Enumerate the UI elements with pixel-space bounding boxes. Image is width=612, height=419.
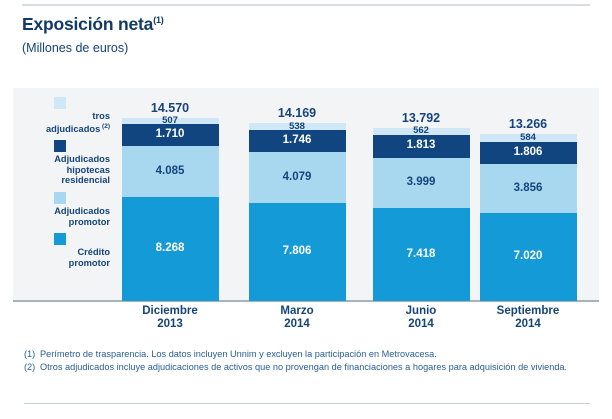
bar-segment-adjudicados-promotor[interactable]: 4.085 bbox=[121, 145, 219, 198]
bar-segment-value: 3.999 bbox=[406, 175, 436, 188]
legend-item-adjudicados-hipotecas-residencial: Adjudicados hipotecas residencial bbox=[0, 140, 118, 186]
bar-segment-adjudicados-hipotecas-residencial[interactable]: 1.806 bbox=[479, 141, 577, 165]
legend-item-adjudicados-promotor: Adjudicados promotor bbox=[0, 192, 118, 227]
bar-segment-otros-adjudicados[interactable]: 538 bbox=[248, 120, 346, 132]
footnote-text: Perímetro de trasparencia. Los datos inc… bbox=[40, 349, 437, 359]
bar-total-label: 14.169 bbox=[277, 105, 317, 120]
bar-segment-value: 1.746 bbox=[282, 133, 312, 146]
bar-segment-credito-promotor[interactable]: 7.806 bbox=[248, 202, 346, 301]
bar-segment-credito-promotor[interactable]: 7.020 bbox=[479, 212, 577, 301]
bar-segment-value: 4.085 bbox=[155, 164, 185, 177]
top-divider bbox=[22, 4, 590, 6]
bar-group[interactable]: 14.169 538 1.746 4.079 7.806 bbox=[248, 106, 346, 301]
bar-total-label: 13.792 bbox=[401, 110, 441, 125]
footnotes: (1) Perímetro de trasparencia. Los datos … bbox=[24, 348, 600, 375]
legend-label-otros-adjudicados: tros adjudicados (2) bbox=[46, 111, 110, 134]
bar-segment-value: 4.079 bbox=[282, 170, 312, 183]
x-axis-label: Marzo 2014 bbox=[280, 305, 314, 330]
bar-total-label: 13.266 bbox=[508, 117, 548, 132]
legend-swatch-adjudicados-promotor bbox=[54, 192, 66, 205]
bar-segment-adjudicados-hipotecas-residencial[interactable]: 1.710 bbox=[121, 124, 219, 146]
bottom-divider bbox=[24, 403, 590, 405]
chart-legend: tros adjudicados (2) Adjudicados hipoteca… bbox=[0, 97, 118, 274]
bar-segment-value: 507 bbox=[162, 115, 178, 127]
x-axis-label: Junio 2014 bbox=[405, 305, 437, 330]
legend-superscript-otros-adjudicados: (2) bbox=[100, 122, 110, 130]
bar-segment-adjudicados-hipotecas-residencial[interactable]: 1.813 bbox=[372, 134, 470, 158]
bar-segment-value: 1.806 bbox=[513, 146, 543, 159]
bar-segment-adjudicados-promotor[interactable]: 3.999 bbox=[372, 157, 470, 208]
legend-label-adjudicados-hipotecas-residencial: Adjudicados hipotecas residencial bbox=[54, 154, 110, 186]
bar-group[interactable]: 13.266 584 1.806 3.856 7.020 bbox=[479, 117, 577, 301]
footnote-2: (2) Otros adjudicados incluye adjudicacio… bbox=[24, 361, 600, 373]
x-axis-label: Diciembre 2013 bbox=[142, 305, 198, 330]
bar-segment-otros-adjudicados[interactable]: 584 bbox=[479, 132, 577, 144]
page-title-superscript: (1) bbox=[153, 15, 164, 26]
bar-segment-otros-adjudicados[interactable]: 507 bbox=[121, 115, 219, 127]
footnote-marker: (2) bbox=[24, 362, 36, 373]
bar-segment-value: 584 bbox=[520, 132, 536, 144]
bar-segment-adjudicados-hipotecas-residencial[interactable]: 1.746 bbox=[248, 129, 346, 152]
bar-segment-value: 562 bbox=[413, 125, 429, 137]
legend-swatch-adjudicados-hipotecas-residencial bbox=[54, 140, 66, 153]
bar-segment-adjudicados-promotor[interactable]: 3.856 bbox=[479, 164, 577, 213]
bar-segment-value: 1.813 bbox=[406, 139, 436, 152]
bar-segment-value: 8.268 bbox=[155, 242, 185, 255]
bar-segment-value: 3.856 bbox=[513, 181, 543, 194]
footnote-text: Otros adjudicados incluye adjudicaciones… bbox=[40, 362, 568, 373]
legend-label-credito-promotor: Crédito promotor bbox=[68, 247, 110, 268]
bar-segment-value: 538 bbox=[289, 120, 305, 132]
bar-group[interactable]: 13.792 562 1.813 3.999 7.418 bbox=[372, 111, 470, 301]
bar-group[interactable]: 14.570 507 1.710 4.085 8.268 bbox=[121, 101, 219, 301]
legend-item-credito-promotor: Crédito promotor bbox=[0, 233, 118, 268]
bar-segment-value: 7.020 bbox=[513, 250, 543, 263]
legend-label-adjudicados-promotor: Adjudicados promotor bbox=[54, 206, 110, 227]
footnote-marker: (1) bbox=[24, 349, 36, 359]
legend-swatch-credito-promotor bbox=[54, 233, 66, 246]
bar-segment-adjudicados-promotor[interactable]: 4.079 bbox=[248, 151, 346, 203]
bar-total-label: 14.570 bbox=[150, 100, 190, 115]
legend-item-otros-adjudicados: tros adjudicados (2) bbox=[0, 97, 118, 134]
bar-segment-value: 1.710 bbox=[155, 128, 185, 141]
page-title: Exposición neta(1) bbox=[22, 14, 164, 35]
chart-subtitle: (Millones de euros) bbox=[22, 41, 129, 55]
footnote-1: (1) Perímetro de trasparencia. Los datos … bbox=[24, 348, 600, 360]
bar-segment-credito-promotor[interactable]: 7.418 bbox=[372, 207, 470, 301]
x-axis-label: Septiembre 2014 bbox=[496, 305, 560, 330]
bar-segment-value: 7.418 bbox=[406, 247, 436, 260]
bar-segment-otros-adjudicados[interactable]: 562 bbox=[372, 125, 470, 137]
bar-segment-value: 7.806 bbox=[282, 245, 312, 258]
bar-segment-credito-promotor[interactable]: 8.268 bbox=[121, 197, 219, 301]
legend-swatch-otros-adjudicados bbox=[54, 97, 66, 109]
page-title-text: Exposición neta bbox=[22, 14, 154, 34]
